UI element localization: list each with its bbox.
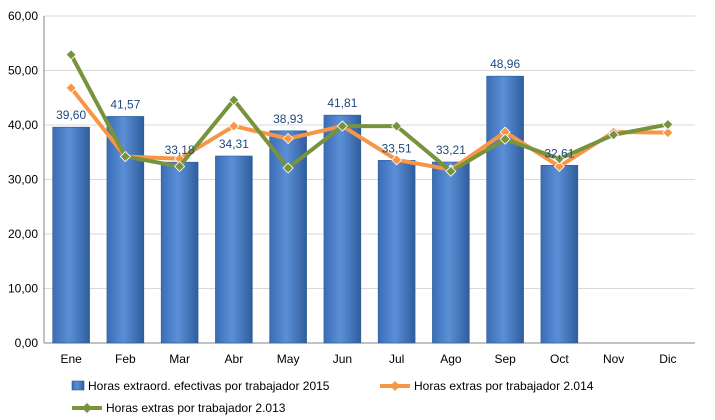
x-tick-label: Feb (115, 352, 136, 366)
y-tick-label: 20,00 (8, 227, 38, 241)
bar (160, 161, 199, 344)
series-marker (608, 129, 620, 141)
x-tick-label: Ago (440, 352, 462, 366)
bar-value-label: 41,57 (110, 97, 140, 111)
series-marker (391, 120, 403, 132)
bar (486, 75, 524, 344)
line-series (65, 49, 674, 177)
series-line (69, 86, 668, 172)
series-marker (662, 127, 674, 139)
bar (52, 126, 90, 344)
series-marker (65, 82, 77, 94)
series-marker (391, 154, 403, 166)
legend: Horas extraord. efectivas por trabajador… (71, 379, 594, 415)
series-marker (662, 118, 674, 131)
bar (106, 116, 145, 344)
series-marker (65, 49, 77, 61)
y-tick-label: 40,00 (8, 118, 38, 132)
x-tick-label: Ene (60, 352, 82, 366)
series-marker (553, 160, 565, 172)
bar (377, 160, 416, 344)
x-tick-label: Jun (333, 352, 352, 366)
series-marker (499, 133, 511, 145)
series-marker (282, 162, 294, 174)
series-marker (174, 160, 186, 172)
bar-value-label: 41,81 (327, 96, 357, 110)
series-line (69, 53, 669, 174)
bar-value-label: 33,18 (165, 143, 195, 157)
x-tick-label: Abr (225, 352, 244, 366)
bar-series (52, 75, 579, 344)
bar (323, 114, 362, 344)
y-tick-label: 30,00 (8, 173, 38, 187)
legend-marker (82, 403, 92, 413)
y-tick-label: 0,00 (15, 336, 39, 350)
y-tick-label: 60,00 (8, 9, 38, 23)
x-tick-label: Oct (550, 352, 569, 366)
series-marker (445, 165, 457, 177)
series-marker (228, 94, 240, 106)
bar-value-label: 33,51 (382, 141, 412, 155)
legend-label: Horas extras por trabajador 2.014 (414, 379, 594, 393)
x-tick-label: Sep (494, 352, 516, 366)
y-tick-label: 50,00 (8, 64, 38, 78)
legend-swatch (71, 380, 85, 391)
bar (432, 161, 470, 344)
bar-value-label: 32,61 (544, 146, 574, 160)
series-marker (228, 120, 240, 132)
legend-label: Horas extraord. efectivas por trabajador… (88, 379, 330, 393)
bar-value-label: 34,31 (219, 137, 249, 151)
bar-value-label: 38,93 (273, 112, 303, 126)
x-tick-label: Jul (389, 352, 404, 366)
data-labels: 39,60 41,57 33,18 34,31 38,93 41,81 33,51 33,21… (56, 57, 575, 160)
x-tick-label: Nov (603, 352, 624, 366)
legend-label: Horas extras por trabajador 2.013 (106, 401, 286, 415)
x-tick-label: May (277, 352, 300, 366)
bar (215, 155, 253, 344)
x-tick-label: Dic (659, 352, 676, 366)
series-marker (282, 133, 294, 145)
series-marker (553, 153, 565, 165)
bar-value-label: 39,60 (56, 108, 86, 122)
legend-marker (390, 381, 400, 391)
y-tick-label: 10,00 (8, 282, 38, 296)
series-marker (336, 120, 348, 132)
x-tick-label: Mar (169, 352, 190, 366)
bar-value-label: 33,21 (436, 143, 466, 157)
bar-value-label: 48,96 (490, 57, 520, 71)
bar (540, 164, 579, 344)
series-marker (119, 151, 131, 163)
axes: 0,00 10,00 20,00 30,00 40,00 50,00 60,00 Ene Feb… (8, 9, 677, 366)
